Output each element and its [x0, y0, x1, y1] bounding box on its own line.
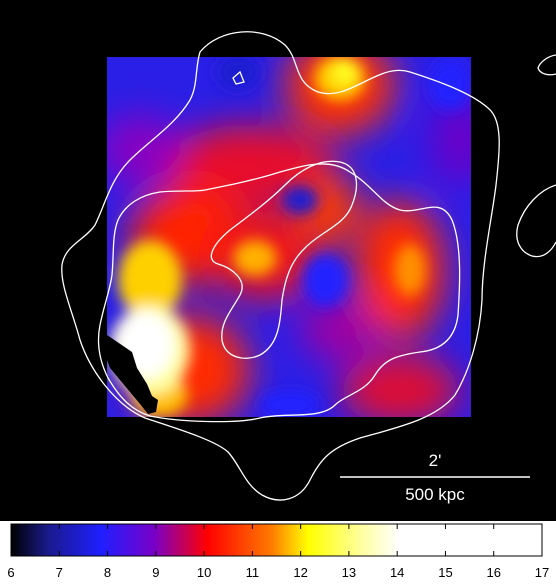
small-contour — [232, 70, 245, 85]
temperature-map — [107, 57, 471, 417]
scale-bar: 2' 500 kpc — [340, 451, 530, 504]
colorbar-tick-label: 6 — [7, 565, 14, 580]
colorbar-tick-label: 15 — [438, 565, 452, 580]
colorbar-tick-label: 8 — [104, 565, 111, 580]
colorbar-tick-label: 16 — [486, 565, 500, 580]
colorbar-tick-label: 10 — [197, 565, 211, 580]
masked-region — [107, 335, 158, 414]
colorbar-gradient — [10, 523, 543, 557]
outer-contour — [61, 31, 500, 501]
scale-bar-physical-label: 500 kpc — [405, 485, 465, 504]
colorbar-tick-label: 17 — [535, 565, 549, 580]
top-right-contour — [537, 54, 556, 76]
colorbar: 6 7 8 9 10 11 12 13 14 15 16 17 — [7, 523, 549, 580]
right-edge-contour — [516, 184, 556, 258]
colorbar-tick-label: 14 — [390, 565, 404, 580]
x-ray-contours — [61, 31, 556, 501]
colorbar-tick-label: 7 — [56, 565, 63, 580]
colorbar-tick-label: 12 — [293, 565, 307, 580]
scale-bar-angular-label: 2' — [429, 451, 442, 470]
colorbar-tick-label: 13 — [342, 565, 356, 580]
colorbar-tick-labels: 6 7 8 9 10 11 12 13 14 15 16 17 — [7, 565, 549, 580]
inner-contour — [210, 160, 358, 359]
colorbar-tick-label: 11 — [246, 565, 260, 580]
middle-contour — [97, 163, 461, 423]
colorbar-ticks — [10, 524, 543, 556]
colorbar-tick-label: 9 — [152, 565, 159, 580]
